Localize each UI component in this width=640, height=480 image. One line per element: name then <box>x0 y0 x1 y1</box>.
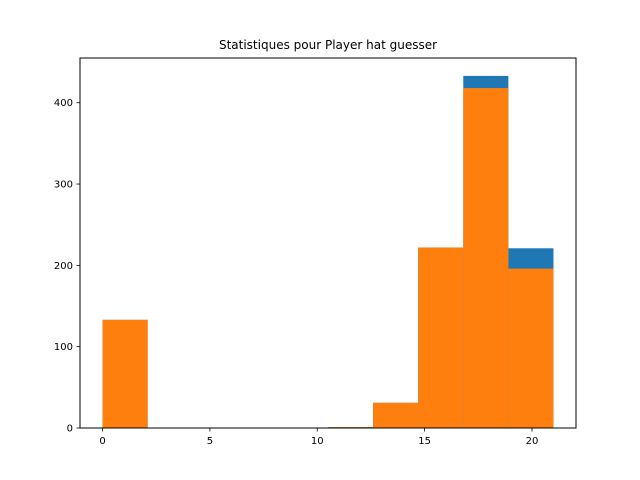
bars-group <box>102 75 554 428</box>
x-tick-label: 0 <box>99 436 105 447</box>
bar-series-2-bin-8 <box>463 88 509 428</box>
bar-series-2-bin-6 <box>373 402 419 428</box>
y-tick-label: 0 <box>67 424 73 435</box>
bar-series-2-bin-7 <box>418 247 464 428</box>
x-tick-label: 5 <box>207 436 213 447</box>
x-tick-label: 10 <box>311 436 324 447</box>
y-tick-label: 300 <box>54 180 73 191</box>
y-tick-label: 100 <box>54 342 73 353</box>
chart-title: Statistiques pour Player hat guesser <box>219 38 437 52</box>
y-tick-label: 400 <box>54 98 73 109</box>
x-tick-label: 15 <box>418 436 431 447</box>
x-axis: 0 5 10 15 20 <box>99 428 538 447</box>
plot-frame <box>79 57 577 429</box>
y-tick-label: 200 <box>54 261 73 272</box>
x-tick-label: 20 <box>526 436 539 447</box>
bar-series-2-bin-9 <box>508 268 554 428</box>
bar-series-2-bin-0 <box>102 319 148 428</box>
y-axis: 0 100 200 300 400 <box>54 98 80 435</box>
